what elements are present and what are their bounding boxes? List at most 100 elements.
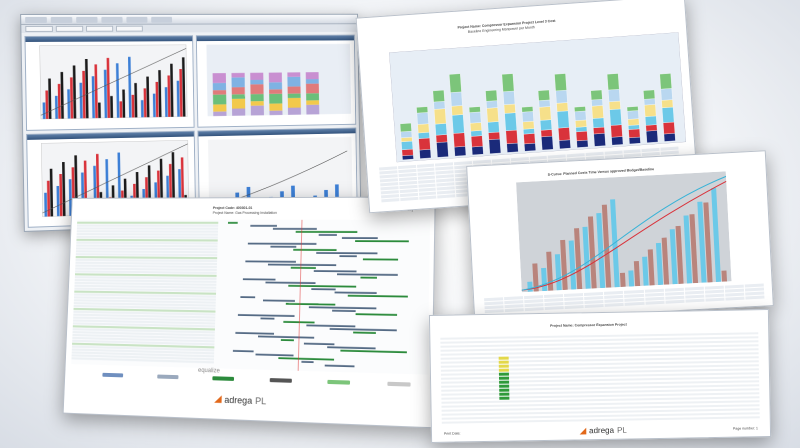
gantt-bar bbox=[260, 318, 274, 320]
stack-segment bbox=[489, 139, 501, 154]
gantt-bar bbox=[281, 339, 294, 341]
bar bbox=[153, 94, 156, 117]
status-swatch bbox=[499, 381, 509, 384]
table-cell bbox=[645, 301, 664, 305]
stack-segment bbox=[627, 110, 639, 119]
stack-segment bbox=[453, 133, 465, 147]
stack-segment bbox=[646, 130, 658, 142]
stack-segment bbox=[488, 132, 499, 140]
gantt-bar bbox=[250, 225, 277, 227]
stack-segment bbox=[436, 142, 448, 158]
bar bbox=[122, 90, 125, 118]
stack-segment bbox=[502, 74, 514, 92]
stack-segment bbox=[400, 123, 412, 132]
s-curve-chart bbox=[516, 171, 731, 292]
stack-segment bbox=[646, 125, 657, 132]
stack-segment bbox=[662, 100, 673, 108]
stack-segment bbox=[305, 72, 318, 79]
stack-segment bbox=[231, 77, 244, 87]
stack-segment bbox=[401, 141, 413, 150]
toolbar-button[interactable] bbox=[76, 17, 97, 23]
stack-segment bbox=[575, 120, 586, 128]
table-cell bbox=[400, 197, 418, 201]
stack-segment bbox=[506, 130, 518, 144]
bar bbox=[98, 103, 101, 119]
cost-table-report-page: Project Name: Compressor Expansion Proje… bbox=[429, 309, 771, 443]
gantt-bar bbox=[291, 267, 316, 269]
bar bbox=[43, 102, 46, 119]
gantt-report-page: Project Code: 400301-01 Project Name: Ga… bbox=[63, 196, 436, 428]
stack-segment bbox=[503, 91, 515, 105]
toolbar-button[interactable] bbox=[25, 17, 47, 23]
stack-segment bbox=[250, 73, 263, 80]
stack-segment bbox=[212, 83, 225, 90]
gantt-bar bbox=[248, 243, 317, 245]
stack-segment bbox=[268, 73, 281, 83]
tab[interactable] bbox=[25, 26, 53, 32]
table-cell bbox=[525, 307, 544, 311]
status-swatch bbox=[499, 393, 509, 396]
status-swatch bbox=[499, 361, 509, 364]
bar bbox=[165, 87, 168, 117]
stack-segment bbox=[487, 108, 499, 123]
stack-segment bbox=[574, 106, 585, 111]
legend-swatch bbox=[213, 376, 235, 381]
stack-segment bbox=[212, 73, 225, 83]
stack-segment bbox=[454, 146, 466, 156]
s-curve-report-page: S-Curve: Planned Costs Time Versus appro… bbox=[466, 150, 774, 321]
status-swatch bbox=[499, 377, 509, 380]
table-cell bbox=[745, 296, 764, 300]
toolbar-button[interactable] bbox=[151, 17, 172, 23]
stack-segment bbox=[287, 93, 300, 98]
stack-segment bbox=[558, 127, 570, 140]
stack-segment bbox=[611, 125, 623, 138]
status-swatch bbox=[499, 357, 509, 360]
stack-segment bbox=[416, 107, 427, 113]
status-swatch bbox=[499, 385, 509, 388]
stack-segment bbox=[485, 90, 497, 101]
stack-segment bbox=[612, 137, 624, 146]
tab[interactable] bbox=[56, 26, 83, 32]
stack-segment bbox=[231, 87, 244, 94]
table-cell bbox=[625, 302, 644, 306]
status-swatch bbox=[499, 369, 509, 372]
bar bbox=[721, 270, 727, 281]
stack-segment bbox=[627, 106, 638, 111]
gantt-bar bbox=[293, 249, 336, 251]
toolbar-button[interactable] bbox=[51, 17, 73, 23]
toolbar-button[interactable] bbox=[126, 17, 147, 23]
gantt-bar bbox=[311, 288, 335, 290]
stack-segment bbox=[469, 107, 480, 113]
stack-segment bbox=[591, 90, 603, 100]
stack-segment bbox=[269, 103, 282, 110]
stack-segment bbox=[505, 113, 517, 131]
stack-segment bbox=[213, 104, 226, 111]
stack-segment bbox=[231, 94, 244, 99]
stack-segment bbox=[557, 103, 569, 112]
stack-segment bbox=[417, 112, 429, 124]
stack-segment bbox=[593, 127, 604, 134]
stack-segment bbox=[593, 118, 605, 128]
stack-segment bbox=[644, 104, 656, 116]
gantt-chart bbox=[71, 220, 430, 375]
table-cell bbox=[705, 298, 724, 302]
legend-swatch bbox=[328, 380, 351, 385]
table-cell bbox=[485, 309, 504, 313]
stack-segment bbox=[250, 105, 263, 115]
stack-segment bbox=[559, 140, 571, 149]
stack-segment bbox=[663, 122, 675, 134]
status-swatch bbox=[499, 397, 509, 400]
table-cell bbox=[585, 304, 604, 308]
tab[interactable] bbox=[86, 26, 113, 32]
stack-segment bbox=[418, 124, 430, 133]
bar bbox=[527, 282, 533, 292]
stack-segment bbox=[471, 130, 482, 136]
toolbar-button[interactable] bbox=[101, 17, 122, 23]
bar bbox=[110, 96, 113, 118]
stack-segment bbox=[591, 99, 602, 106]
tab[interactable] bbox=[116, 26, 143, 32]
gantt-row bbox=[77, 230, 218, 232]
bar bbox=[144, 88, 147, 117]
stack-segment bbox=[287, 72, 300, 77]
stack-segment bbox=[541, 136, 553, 150]
